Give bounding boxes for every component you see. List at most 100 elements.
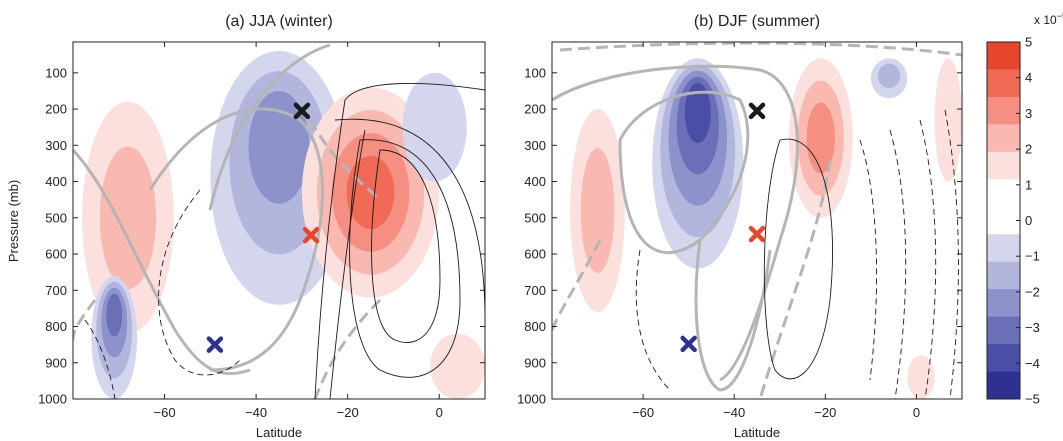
y-tick-label: 1000 [38,392,67,407]
y-tick-label: 900 [45,355,67,370]
y-tick-label: 900 [524,355,546,370]
x-tick-label: −40 [245,405,267,420]
panel-b-frame [551,41,963,400]
y-tick-label: 300 [524,138,546,153]
x-tick-label: −60 [154,405,176,420]
panel-b-y-ticks: 100 200 300 400 500 600 700 800 900 1000 [517,65,962,407]
colorbar-tick-label: −3 [1025,320,1040,335]
panel-b-shading [570,58,962,399]
jet-contour [694,239,772,392]
contour [349,139,461,378]
anomaly-level-positive [99,146,157,290]
colorbar-tick-label: −5 [1025,392,1040,407]
y-tick-label: 100 [524,65,546,80]
colorbar-cell [987,344,1020,373]
y-tick-label: 600 [45,247,67,262]
colorbar-exponent-power: −5 [1057,11,1063,21]
panel-a-y-ticks: 100 200 300 400 500 600 700 800 900 1000 [38,65,485,407]
colorbar-cell [987,234,1020,263]
panel-b-line-contours [635,109,959,399]
marker-stroke [206,336,224,353]
y-tick-label: 400 [524,174,546,189]
y-tick-label: 500 [45,210,67,225]
colorbar-cells [987,42,1020,400]
contour [919,119,937,399]
jet-contour [552,64,799,382]
contour [158,189,241,376]
jet-contour [308,119,382,202]
panel-a-line-contours [84,83,485,399]
y-tick-label: 600 [524,247,546,262]
colorbar-cell [987,316,1020,345]
jet-contour [559,42,962,57]
panel-b-markers [680,102,766,353]
y-axis-label: Pressure (mb) [6,180,21,262]
panel-b-jet-contours [552,42,962,399]
jet-contour [618,90,750,255]
anomaly-level-negative [877,63,901,89]
contour [763,138,833,380]
y-tick-label: 100 [45,65,67,80]
colorbar-cell [987,151,1020,180]
anomaly-level-positive [430,333,485,399]
y-tick-label: 500 [524,210,546,225]
jet-contour [313,298,382,399]
anomaly-level-negative [106,293,123,337]
x-tick-label: −40 [723,405,745,420]
anomaly-level-positive [934,58,962,182]
panel-b-x-ticks: −60 −40 −20 0 [632,42,920,420]
contour [944,109,959,399]
panel-a: (a) JJA (winter) [38,13,486,440]
panel-a-fill [73,42,485,399]
marker-orange [302,226,320,244]
colorbar-cell [987,42,1020,70]
y-tick-label: 200 [524,102,546,117]
y-tick-label: 700 [45,283,67,298]
colorbar-tick-label: −1 [1025,249,1040,264]
panel-a-frame [72,41,486,400]
marker-stroke [748,225,766,243]
panel-b-title: (b) DJF (summer) [694,13,820,30]
anomaly-level-negative [684,82,711,143]
x-tick-label: −20 [337,405,359,420]
marker-black [293,102,311,120]
colorbar-cell [987,289,1020,318]
colorbar-tick-label: 4 [1025,70,1032,85]
colorbar-cell [987,206,1020,235]
x-tick-label: 0 [913,405,920,420]
y-tick-label: 1000 [517,392,546,407]
colorbar-tick-label: 2 [1025,142,1032,157]
panel-b-fill [552,42,962,399]
x-tick-label: −20 [814,405,836,420]
y-tick-label: 400 [45,174,67,189]
contour [859,139,877,381]
panel-a-markers [206,102,320,353]
panel-a-x-ticks: −60 −40 −20 0 [154,42,443,420]
contour [889,129,907,399]
colorbar-tick-label: 3 [1025,106,1032,121]
y-tick-label: 800 [524,319,546,334]
marker-stroke [302,226,320,244]
colorbar-exponent: x 10−5 [1034,11,1063,27]
contour [371,149,441,343]
contour [334,118,485,321]
contour [635,249,671,391]
anomaly-level-positive [580,148,615,273]
marker-blue [206,336,224,353]
colorbar-tick-label: 5 [1025,35,1032,50]
colorbar-cell [987,69,1020,98]
panel-a-shading [82,51,485,399]
colorbar-ticks: 5 4 3 2 1 0 −1 −2 −3 −4 −5 [1016,35,1040,407]
x-tick-label: −60 [632,405,654,420]
colorbar-tick-label: 0 [1025,213,1032,228]
colorbar-cell [987,124,1020,153]
colorbar-cell [987,179,1020,208]
marker-orange [748,225,766,243]
colorbar-cell [987,371,1020,400]
panel-b-x-label: Latitude [734,425,780,440]
y-tick-label: 800 [45,319,67,334]
panel-a-x-label: Latitude [256,425,302,440]
